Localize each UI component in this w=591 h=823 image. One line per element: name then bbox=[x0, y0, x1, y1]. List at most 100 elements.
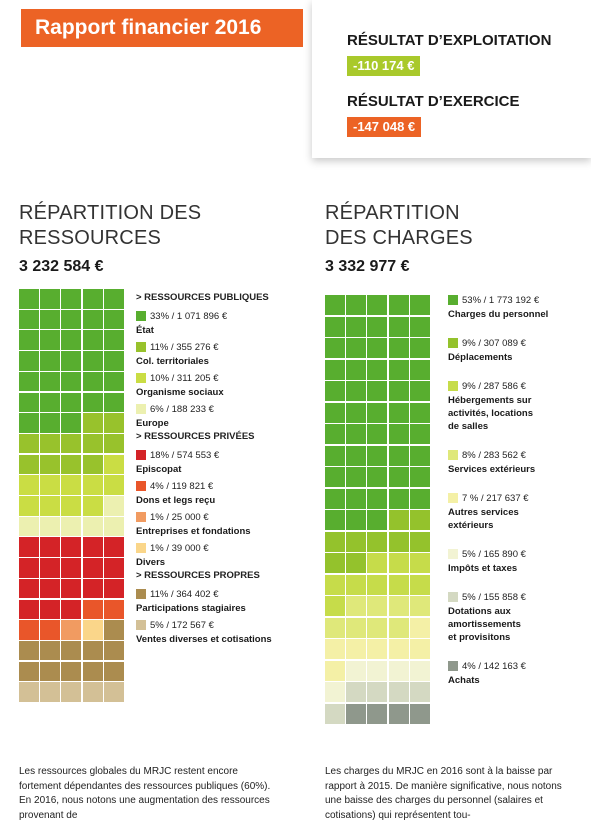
waffle-cell bbox=[82, 661, 103, 682]
waffle-cell bbox=[19, 516, 39, 537]
waffle-cell bbox=[40, 661, 61, 682]
legend-label: Services extérieurs bbox=[448, 464, 536, 475]
waffle-cell bbox=[409, 617, 430, 638]
waffle-cell bbox=[82, 578, 103, 599]
legend-label: Participations stagiaires bbox=[136, 603, 246, 614]
waffle-cell bbox=[82, 558, 103, 578]
legend-label: État bbox=[136, 325, 154, 336]
waffle-cell bbox=[346, 617, 367, 638]
waffle-cell bbox=[82, 640, 103, 661]
waffle-cell bbox=[19, 413, 39, 433]
waffle-cell bbox=[61, 558, 82, 578]
waffle-cell bbox=[103, 433, 124, 454]
legend-value: 18% / 574 553 € bbox=[150, 450, 220, 461]
waffle-cell bbox=[367, 338, 388, 359]
waffle-cell bbox=[388, 424, 409, 445]
waffle-cell bbox=[388, 402, 409, 423]
legend-label: Déplacements bbox=[448, 352, 513, 363]
waffle-cell bbox=[61, 351, 82, 371]
legend-label: Autres services extérieurs bbox=[448, 507, 519, 531]
legend-swatch bbox=[136, 373, 146, 383]
operating-result-badge: -110 174 € bbox=[347, 56, 421, 76]
waffle-cell bbox=[40, 599, 61, 619]
waffle-cell bbox=[346, 639, 367, 660]
waffle-cell bbox=[19, 537, 39, 557]
legend-swatch bbox=[448, 295, 458, 305]
waffle-cell bbox=[409, 660, 430, 681]
waffle-cell bbox=[409, 316, 430, 337]
legend-swatch bbox=[448, 493, 458, 503]
waffle-cell bbox=[19, 682, 39, 702]
waffle-cell bbox=[82, 371, 103, 392]
waffle-cell bbox=[367, 467, 388, 488]
waffle-cell bbox=[346, 574, 367, 595]
waffle-cell bbox=[367, 639, 388, 660]
waffle-cell bbox=[325, 531, 345, 552]
legend-swatch bbox=[136, 311, 146, 321]
waffle-cell bbox=[346, 703, 367, 724]
legend-label: Ventes diverses et cotisations bbox=[136, 634, 272, 645]
waffle-cell bbox=[40, 309, 61, 330]
waffle-cell bbox=[346, 445, 367, 466]
resources-waffle-grid bbox=[19, 289, 125, 703]
legend-value: 11% / 364 402 € bbox=[150, 589, 219, 600]
waffle-cell bbox=[103, 413, 124, 433]
legend-swatch bbox=[448, 661, 458, 671]
waffle-cell bbox=[82, 413, 103, 433]
waffle-cell bbox=[40, 454, 61, 475]
charges-waffle-grid bbox=[325, 295, 431, 725]
waffle-cell bbox=[61, 392, 82, 412]
waffle-cell bbox=[61, 475, 82, 495]
legend-swatch bbox=[448, 592, 458, 602]
waffle-cell bbox=[325, 617, 345, 638]
legend-value: 1% / 25 000 € bbox=[150, 512, 209, 523]
legend-value: 4% / 119 821 € bbox=[150, 481, 214, 492]
waffle-cell bbox=[19, 496, 39, 516]
waffle-cell bbox=[19, 351, 39, 371]
waffle-cell bbox=[40, 289, 61, 309]
waffle-cell bbox=[367, 445, 388, 466]
waffle-cell bbox=[103, 516, 124, 537]
waffle-cell bbox=[409, 488, 430, 509]
waffle-cell bbox=[367, 617, 388, 638]
waffle-cell bbox=[61, 682, 82, 702]
waffle-cell bbox=[346, 682, 367, 703]
waffle-cell bbox=[40, 578, 61, 599]
waffle-cell bbox=[82, 537, 103, 557]
waffle-cell bbox=[346, 510, 367, 531]
waffle-cell bbox=[61, 640, 82, 661]
waffle-cell bbox=[409, 467, 430, 488]
waffle-cell bbox=[103, 496, 124, 516]
waffle-cell bbox=[388, 359, 409, 380]
waffle-cell bbox=[82, 496, 103, 516]
waffle-cell bbox=[19, 330, 39, 350]
waffle-cell bbox=[103, 599, 124, 619]
waffle-cell bbox=[409, 402, 430, 423]
waffle-cell bbox=[346, 295, 367, 316]
waffle-cell bbox=[388, 596, 409, 617]
waffle-cell bbox=[40, 496, 61, 516]
legend-swatch bbox=[448, 549, 458, 559]
legend-label: Hébergements sur activités, locations de s… bbox=[448, 395, 534, 432]
charges-paragraph: Les charges du MRJC en 2016 sont à la ba… bbox=[325, 766, 562, 821]
waffle-cell bbox=[367, 316, 388, 337]
waffle-cell bbox=[61, 537, 82, 557]
legend-value: 8% / 283 562 € bbox=[462, 450, 526, 461]
legend-label: Episcopat bbox=[136, 464, 182, 475]
waffle-cell bbox=[61, 599, 82, 619]
legend-value: 5% / 172 567 € bbox=[150, 620, 214, 631]
legend-value: 9% / 287 586 € bbox=[462, 381, 526, 392]
waffle-cell bbox=[19, 371, 39, 392]
waffle-cell bbox=[325, 359, 345, 380]
legend-label: Divers bbox=[136, 557, 166, 568]
legend-value: 7 % / 217 637 € bbox=[462, 493, 529, 504]
waffle-cell bbox=[103, 661, 124, 682]
waffle-cell bbox=[346, 553, 367, 574]
waffle-cell bbox=[325, 574, 345, 595]
waffle-cell bbox=[388, 553, 409, 574]
waffle-cell bbox=[325, 381, 345, 402]
waffle-cell bbox=[82, 309, 103, 330]
waffle-cell bbox=[325, 295, 345, 316]
waffle-cell bbox=[82, 620, 103, 640]
waffle-cell bbox=[61, 289, 82, 309]
